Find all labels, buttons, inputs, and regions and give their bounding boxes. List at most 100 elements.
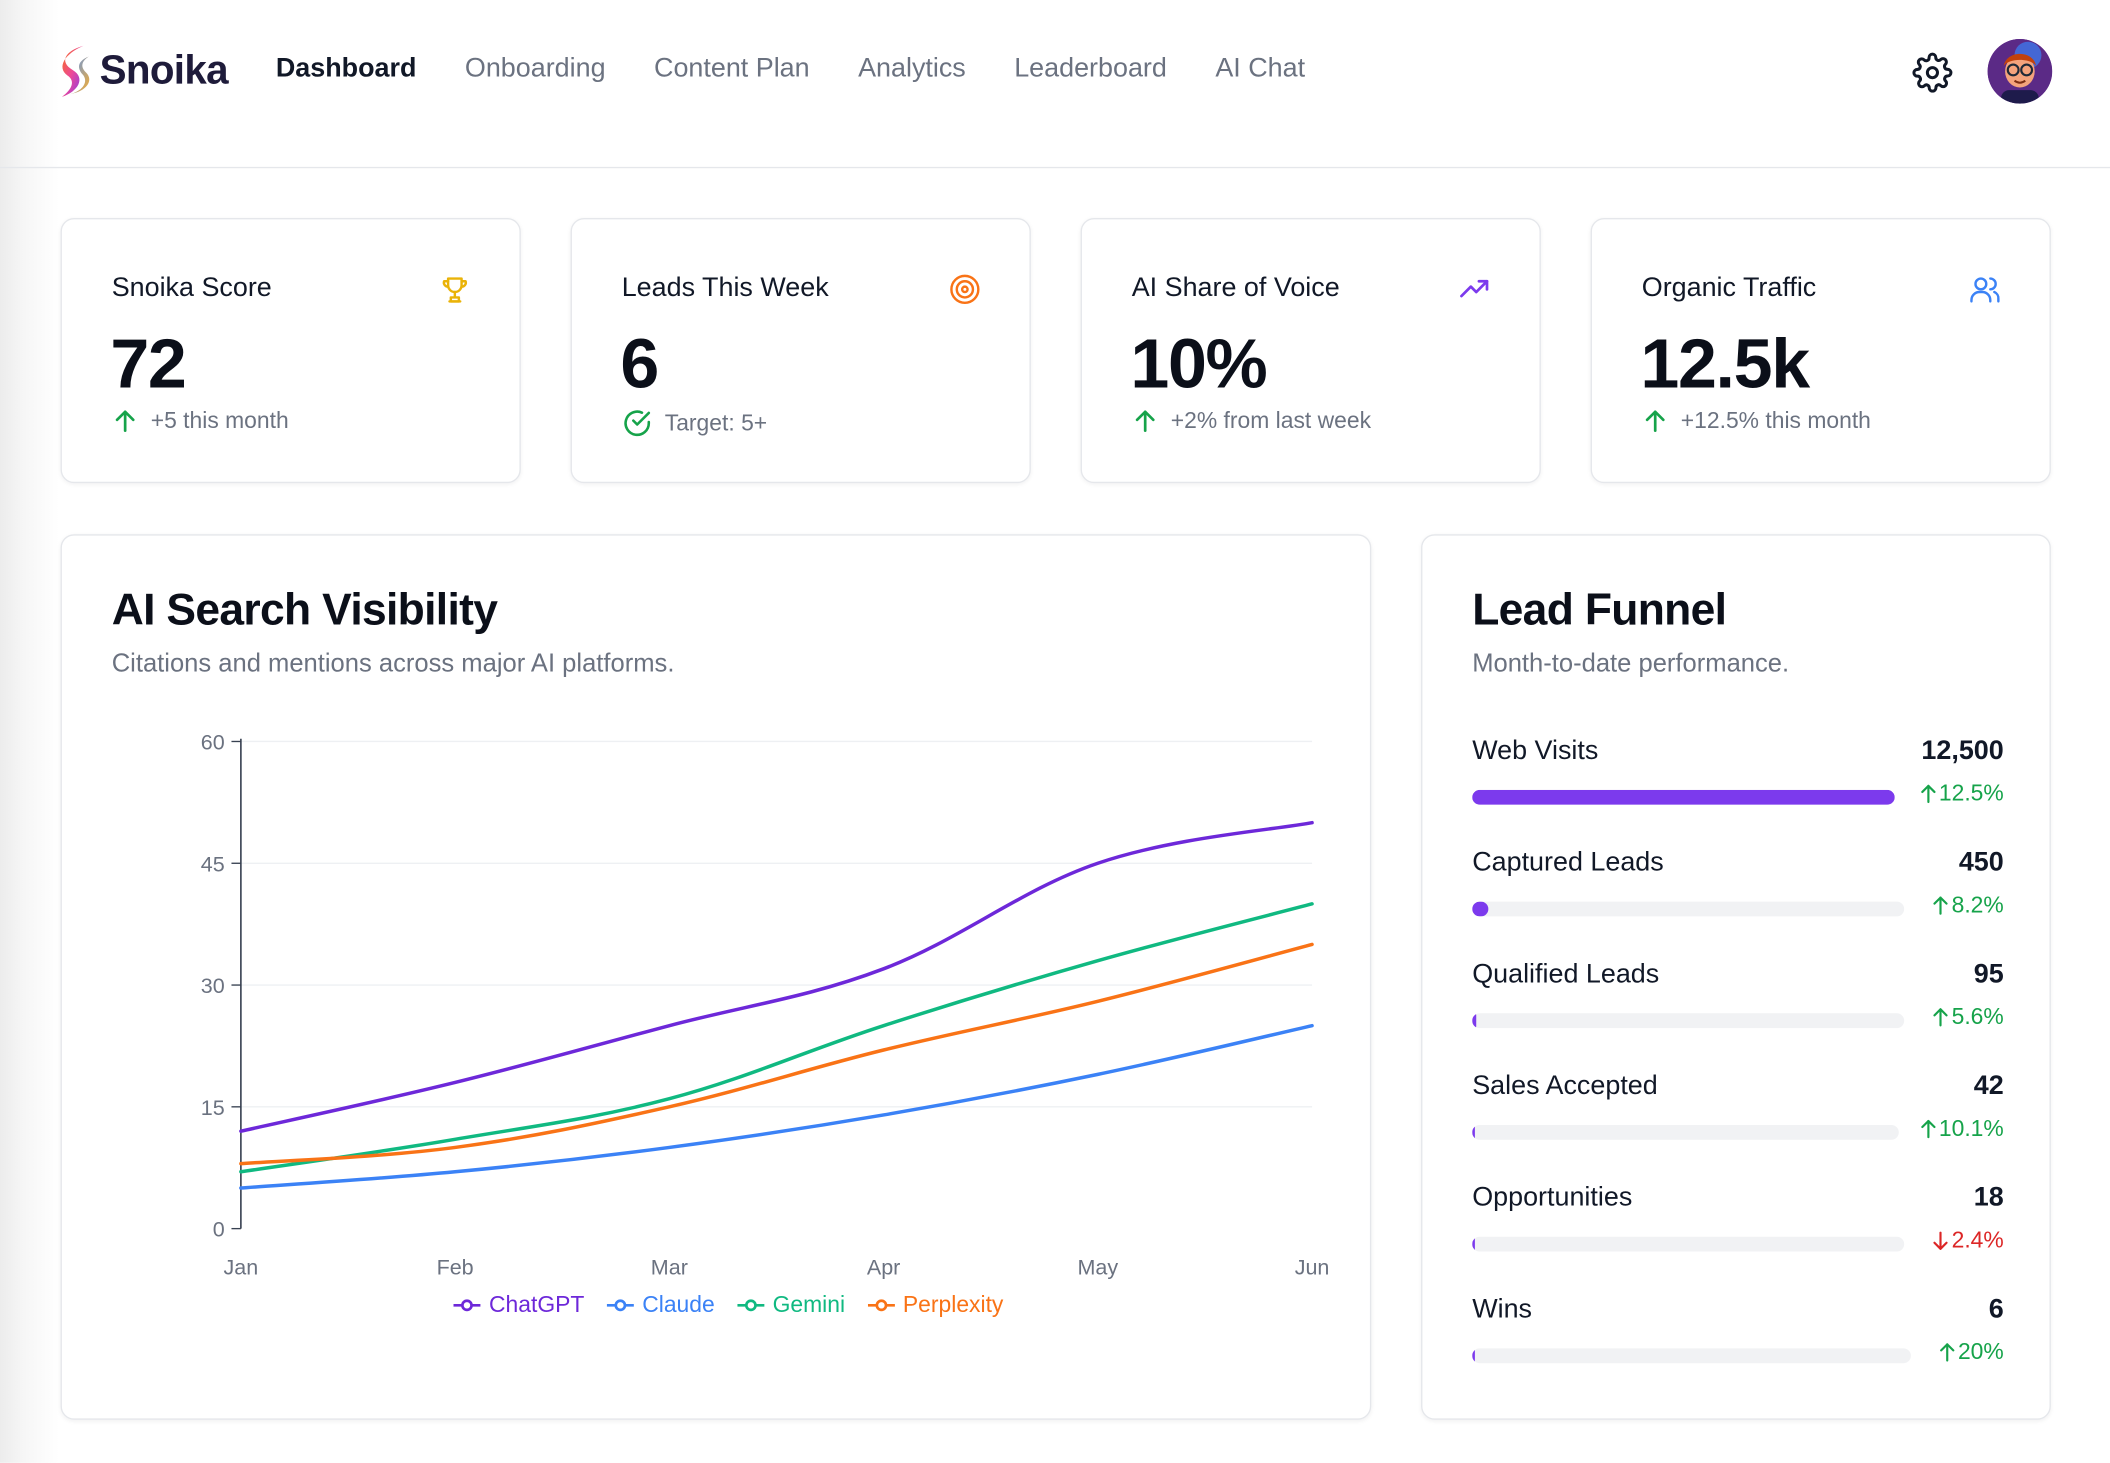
x-tick-label: Apr <box>867 1255 900 1279</box>
funnel-change-value: 12.5% <box>1938 780 2004 807</box>
y-tick-label: 45 <box>201 852 225 876</box>
funnel-change-badge: 20% <box>1939 1339 2004 1366</box>
funnel-change-value: 20% <box>1957 1338 2004 1365</box>
nav-ai-chat[interactable]: AI Chat <box>1215 53 1306 84</box>
series-line-gemini <box>239 902 1314 1174</box>
funnel-stage-value: 12,500 <box>1921 736 2004 766</box>
stat-value: 12.5k <box>1640 325 1810 404</box>
funnel-progress-track <box>1472 789 1895 805</box>
funnel-change-value: 8.2% <box>1951 892 2004 918</box>
stat-sub-text: +2% from last week <box>1170 407 1372 434</box>
y-tick-label: 60 <box>201 731 225 755</box>
funnel-subtitle: Month-to-date performance. <box>1472 649 1790 679</box>
arrow-up-icon <box>1940 1343 1955 1362</box>
funnel-progress-fill <box>1472 1013 1477 1029</box>
legend-label: ChatGPT <box>488 1291 585 1318</box>
trophy-icon <box>442 277 468 303</box>
funnel-stage-value: 42 <box>1973 1071 2004 1101</box>
settings-gear-icon[interactable] <box>1912 52 1953 93</box>
legend-item-gemini[interactable]: Gemini <box>736 1292 845 1319</box>
nav-onboarding[interactable]: Onboarding <box>464 53 606 84</box>
chart-legend: ChatGPT Claude Gemini Perplexity <box>62 1292 1373 1319</box>
funnel-title: Lead Funnel <box>1472 584 1727 634</box>
funnel-stage-label: Sales Accepted <box>1472 1071 1658 1101</box>
funnel-stage-value: 450 <box>1958 847 2004 878</box>
funnel-stage-label: Opportunities <box>1472 1182 1633 1213</box>
funnel-row-qualified-leads: Qualified Leads 95 5.6% <box>1472 959 2004 1040</box>
user-avatar[interactable] <box>1987 39 2053 104</box>
stat-sub-text: +12.5% this month <box>1680 407 1871 434</box>
funnel-change-badge: 5.6% <box>1933 1004 2004 1031</box>
avatar-portrait-icon <box>1987 39 2053 104</box>
series-line-claude <box>239 1023 1314 1190</box>
funnel-progress-track <box>1472 1125 1899 1140</box>
nav-dashboard[interactable]: Dashboard <box>275 53 417 84</box>
stat-card-ai-share-of-voice: AI Share of Voice 10% +2% from last week <box>1080 218 1541 484</box>
funnel-progress-track <box>1472 1013 1905 1029</box>
funnel-progress-fill <box>1472 901 1488 917</box>
funnel-row-wins: Wins 6 20% <box>1472 1295 2004 1376</box>
stat-subtext: +5 this month <box>112 408 289 435</box>
funnel-stage-label: Qualified Leads <box>1472 959 1660 990</box>
stat-label: Leads This Week <box>621 273 829 303</box>
lead-funnel-card: Lead Funnel Month-to-date performance. W… <box>1421 534 2051 1420</box>
snoika-logo-icon <box>61 45 90 97</box>
funnel-change-badge: 2.4% <box>1933 1227 2004 1254</box>
stat-subtext: Target: 5+ <box>622 408 767 439</box>
nav-analytics[interactable]: Analytics <box>858 53 966 84</box>
stat-subtext: +12.5% this month <box>1642 408 1871 435</box>
legend-label: Claude <box>642 1291 715 1318</box>
chart-title: AI Search Visibility <box>111 584 498 634</box>
legend-item-chatgpt[interactable]: ChatGPT <box>453 1291 585 1319</box>
stat-card-leads-this-week: Leads This Week 6 Target: 5+ <box>570 218 1031 484</box>
brand-name: Snoika <box>99 48 229 93</box>
arrow-up-icon <box>1135 410 1155 432</box>
window-edge-shadow <box>0 0 60 1463</box>
funnel-row-captured-leads: Captured Leads 450 8.2% <box>1472 848 2004 929</box>
arrow-up-icon <box>1933 896 1948 915</box>
y-tick-label: 0 <box>213 1218 225 1242</box>
legend-label: Perplexity <box>902 1291 1004 1318</box>
chart-subtitle: Citations and mentions across major AI p… <box>111 649 675 679</box>
legend-item-perplexity[interactable]: Perplexity <box>867 1291 1004 1319</box>
funnel-progress-fill <box>1472 1348 1475 1364</box>
stat-value: 72 <box>110 325 186 404</box>
stat-sub-text: +5 this month <box>150 407 289 434</box>
stat-label: Snoika Score <box>111 273 272 303</box>
funnel-change-value: 10.1% <box>1938 1115 2004 1142</box>
legend-marker-icon <box>737 1299 765 1312</box>
target-icon <box>950 274 980 304</box>
arrow-up-icon <box>1920 1119 1936 1139</box>
funnel-change-value: 2.4% <box>1951 1227 2004 1253</box>
check-circle-icon <box>624 410 651 437</box>
nav-leaderboard[interactable]: Leaderboard <box>1014 53 1167 84</box>
funnel-row-opportunities: Opportunities 18 2.4% <box>1472 1183 2004 1264</box>
stat-subtext: +2% from last week <box>1132 408 1371 435</box>
funnel-progress-fill <box>1472 789 1895 805</box>
funnel-stage-value: 95 <box>1973 959 2004 990</box>
nav-content-plan[interactable]: Content Plan <box>654 53 810 84</box>
arrow-up-icon <box>1645 410 1665 432</box>
funnel-progress-track <box>1472 1236 1905 1252</box>
stat-card-organic-traffic: Organic Traffic 12.5k +12.5% this month <box>1590 218 2051 484</box>
stat-value: 10% <box>1130 325 1267 404</box>
ai-search-visibility-card: 0 15 30 45 60 Jan Feb Mar Apr May Jun AI Search Vi… <box>60 534 1373 1420</box>
stat-card-snoika-score: Snoika Score 72 +5 this month <box>60 218 521 484</box>
funnel-row-web-visits: Web Visits 12,500 12.5% <box>1472 736 2004 817</box>
legend-item-claude[interactable]: Claude <box>606 1292 715 1319</box>
top-header: Snoika Dashboard Onboarding Content Plan… <box>0 0 2110 169</box>
brand-logo[interactable]: Snoika <box>57 43 229 100</box>
y-tick-label: 30 <box>201 974 225 998</box>
funnel-stage-label: Wins <box>1472 1294 1533 1325</box>
stat-label: AI Share of Voice <box>1131 273 1340 303</box>
stat-label: Organic Traffic <box>1641 273 1817 303</box>
y-tick-label: 15 <box>201 1096 225 1120</box>
series-line-perplexity <box>239 942 1314 1166</box>
x-tick-label: Jan <box>224 1255 259 1279</box>
funnel-change-badge: 10.1% <box>1920 1116 2004 1143</box>
users-icon <box>1970 277 2000 303</box>
funnel-stage-label: Web Visits <box>1472 736 1599 766</box>
x-tick-label: Jun <box>1295 1255 1330 1279</box>
legend-marker-icon <box>867 1299 895 1312</box>
